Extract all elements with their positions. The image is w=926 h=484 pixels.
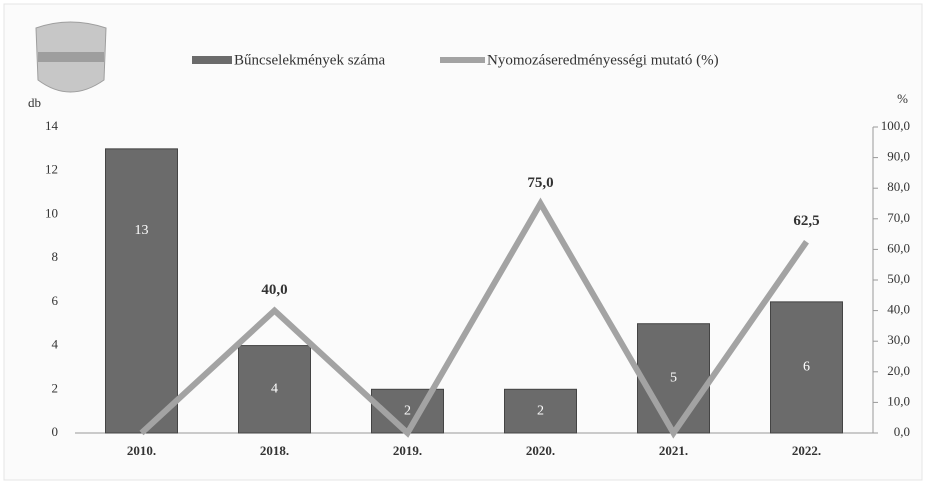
bar-value-label: 4	[271, 382, 278, 397]
y-tick-label: 0	[52, 424, 59, 439]
y2-tick-label: 0,0	[894, 424, 910, 439]
x-tick-label: 2010.	[127, 443, 156, 458]
bar-value-label: 2	[537, 403, 544, 418]
y-tick-label: 6	[52, 293, 59, 308]
y2-tick-label: 10,0	[887, 393, 910, 408]
x-tick-label: 2018.	[260, 443, 289, 458]
x-tick-label: 2020.	[526, 443, 555, 458]
line-value-label: 40,0	[261, 282, 287, 298]
x-tick-label: 2021.	[659, 443, 688, 458]
legend-label: Bűncselekmények száma	[234, 52, 386, 68]
bar-value-label: 6	[803, 360, 810, 375]
y-tick-label: 8	[52, 249, 59, 264]
bar-value-label: 13	[135, 223, 149, 238]
y2-tick-label: 70,0	[887, 210, 910, 225]
legend-swatch	[192, 56, 232, 64]
bar	[504, 388, 577, 434]
logo	[35, 21, 107, 93]
y2-tick-label: 40,0	[887, 302, 910, 317]
y2-tick-label: 100,0	[881, 118, 910, 133]
y-tick-label: 2	[52, 380, 59, 395]
y2-tick-label: 60,0	[887, 240, 910, 255]
y2-axis-title: %	[897, 91, 908, 106]
y-tick-label: 10	[45, 205, 58, 220]
line-value-label: 75,0	[527, 175, 553, 191]
y2-tick-label: 90,0	[887, 149, 910, 164]
logo-stripe	[38, 52, 104, 62]
bar-value-label: 2	[404, 403, 411, 418]
y-axis-title: db	[28, 95, 41, 110]
y2-tick-label: 50,0	[887, 271, 910, 286]
y2-tick-label: 20,0	[887, 363, 910, 378]
x-tick-label: 2022.	[792, 443, 821, 458]
bar	[105, 148, 178, 434]
y2-tick-label: 80,0	[887, 179, 910, 194]
line-value-label: 62,5	[793, 213, 819, 229]
bar	[238, 345, 311, 434]
y2-tick-label: 30,0	[887, 332, 910, 347]
line-series	[139, 197, 809, 439]
bar	[770, 301, 843, 434]
y-tick-label: 12	[45, 162, 58, 177]
x-tick-label: 2019.	[393, 443, 422, 458]
y-tick-label: 14	[45, 118, 59, 133]
bar-value-label: 5	[670, 371, 677, 386]
legend-label: Nyomozáseredményességi mutató (%)	[487, 52, 719, 68]
y-tick-label: 4	[52, 337, 59, 352]
